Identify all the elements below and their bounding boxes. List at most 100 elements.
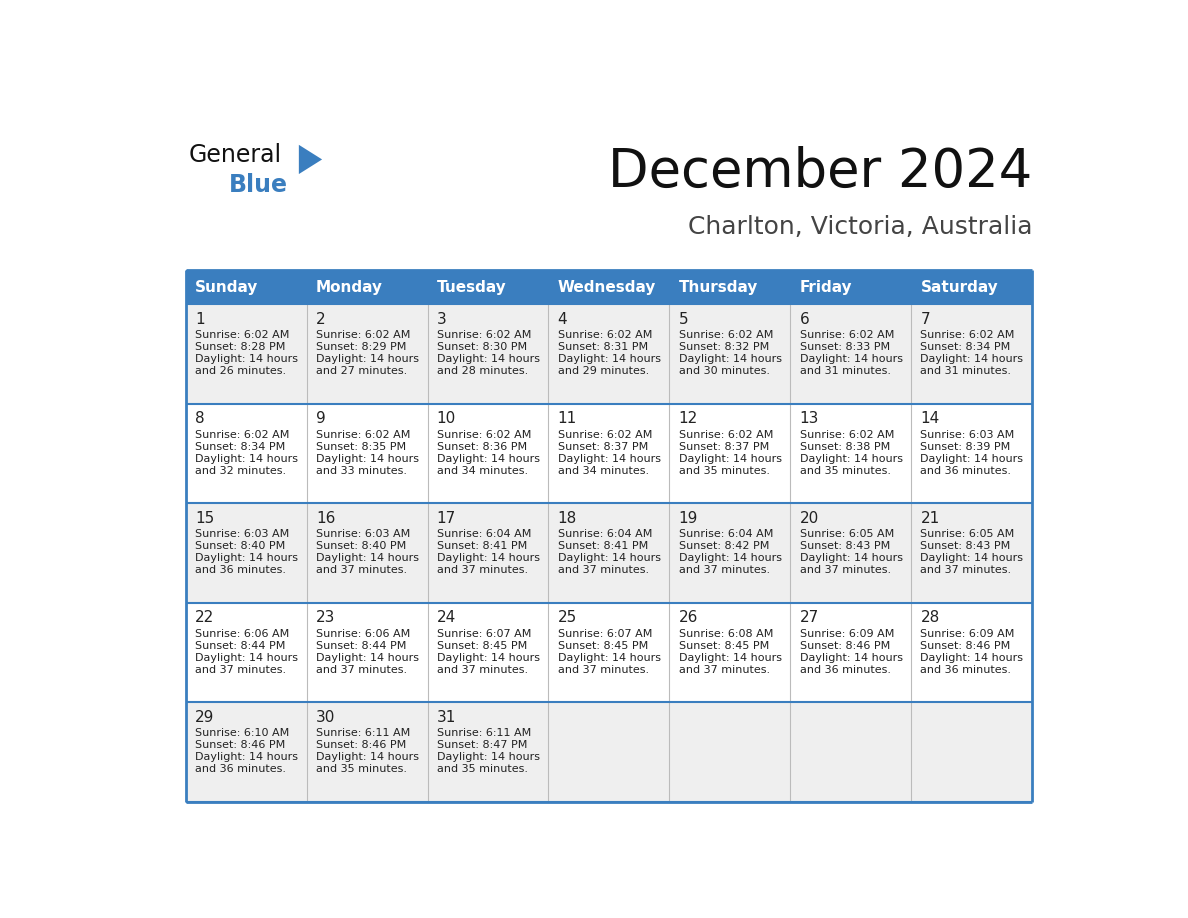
Text: Daylight: 14 hours: Daylight: 14 hours	[921, 354, 1023, 364]
Text: Daylight: 14 hours: Daylight: 14 hours	[800, 453, 903, 464]
Text: Sunrise: 6:06 AM: Sunrise: 6:06 AM	[316, 629, 410, 639]
Text: 11: 11	[557, 411, 577, 426]
Text: Daylight: 14 hours: Daylight: 14 hours	[437, 653, 539, 663]
Text: Sunset: 8:41 PM: Sunset: 8:41 PM	[557, 542, 647, 552]
Text: and 36 minutes.: and 36 minutes.	[195, 565, 286, 576]
Text: 6: 6	[800, 312, 809, 327]
Text: Daylight: 14 hours: Daylight: 14 hours	[195, 752, 298, 762]
Text: and 37 minutes.: and 37 minutes.	[557, 665, 649, 675]
Text: Sunset: 8:28 PM: Sunset: 8:28 PM	[195, 342, 285, 353]
Text: Charlton, Victoria, Australia: Charlton, Victoria, Australia	[688, 215, 1032, 239]
Text: Daylight: 14 hours: Daylight: 14 hours	[557, 653, 661, 663]
Text: Sunset: 8:46 PM: Sunset: 8:46 PM	[316, 740, 406, 750]
Text: and 33 minutes.: and 33 minutes.	[316, 465, 407, 476]
Text: Daylight: 14 hours: Daylight: 14 hours	[316, 752, 419, 762]
Text: 20: 20	[800, 511, 819, 526]
Text: Sunset: 8:34 PM: Sunset: 8:34 PM	[921, 342, 1011, 353]
Text: and 37 minutes.: and 37 minutes.	[800, 565, 891, 576]
Text: Daylight: 14 hours: Daylight: 14 hours	[195, 453, 298, 464]
Text: and 30 minutes.: and 30 minutes.	[678, 366, 770, 376]
Text: Daylight: 14 hours: Daylight: 14 hours	[437, 453, 539, 464]
Text: and 37 minutes.: and 37 minutes.	[678, 565, 770, 576]
Text: Daylight: 14 hours: Daylight: 14 hours	[800, 554, 903, 564]
Text: Daylight: 14 hours: Daylight: 14 hours	[437, 752, 539, 762]
Text: Daylight: 14 hours: Daylight: 14 hours	[195, 554, 298, 564]
Text: Daylight: 14 hours: Daylight: 14 hours	[557, 354, 661, 364]
Text: Sunset: 8:29 PM: Sunset: 8:29 PM	[316, 342, 406, 353]
Text: and 37 minutes.: and 37 minutes.	[557, 565, 649, 576]
Text: and 36 minutes.: and 36 minutes.	[800, 665, 891, 675]
Text: Daylight: 14 hours: Daylight: 14 hours	[678, 354, 782, 364]
Text: and 36 minutes.: and 36 minutes.	[921, 665, 1011, 675]
Text: Sunset: 8:46 PM: Sunset: 8:46 PM	[195, 740, 285, 750]
Text: Sunrise: 6:02 AM: Sunrise: 6:02 AM	[437, 330, 531, 341]
Text: Daylight: 14 hours: Daylight: 14 hours	[195, 653, 298, 663]
Text: Daylight: 14 hours: Daylight: 14 hours	[678, 554, 782, 564]
Text: 22: 22	[195, 610, 214, 625]
Text: Daylight: 14 hours: Daylight: 14 hours	[316, 354, 419, 364]
Text: Sunrise: 6:07 AM: Sunrise: 6:07 AM	[557, 629, 652, 639]
Text: Thursday: Thursday	[678, 280, 758, 295]
Text: Sunday: Sunday	[195, 280, 258, 295]
Text: 13: 13	[800, 411, 819, 426]
Bar	[185, 702, 1032, 801]
Text: Sunset: 8:46 PM: Sunset: 8:46 PM	[800, 641, 890, 651]
Text: Sunrise: 6:02 AM: Sunrise: 6:02 AM	[678, 430, 773, 440]
Text: Sunset: 8:36 PM: Sunset: 8:36 PM	[437, 442, 527, 452]
Text: and 37 minutes.: and 37 minutes.	[437, 665, 527, 675]
Text: Wednesday: Wednesday	[557, 280, 656, 295]
Text: General: General	[189, 143, 282, 167]
Text: Daylight: 14 hours: Daylight: 14 hours	[921, 554, 1023, 564]
Text: Sunrise: 6:04 AM: Sunrise: 6:04 AM	[678, 530, 773, 540]
Text: Sunset: 8:33 PM: Sunset: 8:33 PM	[800, 342, 890, 353]
Bar	[185, 404, 1032, 503]
Text: Daylight: 14 hours: Daylight: 14 hours	[921, 453, 1023, 464]
Text: and 35 minutes.: and 35 minutes.	[800, 465, 891, 476]
Text: and 29 minutes.: and 29 minutes.	[557, 366, 649, 376]
Text: Sunset: 8:45 PM: Sunset: 8:45 PM	[678, 641, 769, 651]
Text: Sunset: 8:45 PM: Sunset: 8:45 PM	[437, 641, 527, 651]
Text: Sunset: 8:40 PM: Sunset: 8:40 PM	[195, 542, 285, 552]
Text: Sunrise: 6:09 AM: Sunrise: 6:09 AM	[921, 629, 1015, 639]
Text: Sunset: 8:44 PM: Sunset: 8:44 PM	[316, 641, 406, 651]
Text: 10: 10	[437, 411, 456, 426]
Text: Sunset: 8:40 PM: Sunset: 8:40 PM	[316, 542, 406, 552]
Text: Friday: Friday	[800, 280, 852, 295]
Text: Sunset: 8:44 PM: Sunset: 8:44 PM	[195, 641, 285, 651]
Text: 17: 17	[437, 511, 456, 526]
Text: 2: 2	[316, 312, 326, 327]
Text: Daylight: 14 hours: Daylight: 14 hours	[678, 453, 782, 464]
Text: Sunrise: 6:09 AM: Sunrise: 6:09 AM	[800, 629, 893, 639]
Text: Sunset: 8:35 PM: Sunset: 8:35 PM	[316, 442, 406, 452]
Text: Sunrise: 6:05 AM: Sunrise: 6:05 AM	[921, 530, 1015, 540]
Text: Sunset: 8:39 PM: Sunset: 8:39 PM	[921, 442, 1011, 452]
Bar	[185, 270, 1032, 304]
Text: and 31 minutes.: and 31 minutes.	[921, 366, 1011, 376]
Bar	[185, 304, 1032, 404]
Text: Blue: Blue	[229, 173, 289, 196]
Text: and 36 minutes.: and 36 minutes.	[921, 465, 1011, 476]
Text: 14: 14	[921, 411, 940, 426]
Text: 24: 24	[437, 610, 456, 625]
Text: Monday: Monday	[316, 280, 383, 295]
Text: 19: 19	[678, 511, 699, 526]
Text: 21: 21	[921, 511, 940, 526]
Text: Sunrise: 6:02 AM: Sunrise: 6:02 AM	[437, 430, 531, 440]
Text: and 37 minutes.: and 37 minutes.	[921, 565, 1011, 576]
Text: 3: 3	[437, 312, 447, 327]
Text: Daylight: 14 hours: Daylight: 14 hours	[557, 554, 661, 564]
Text: 16: 16	[316, 511, 335, 526]
Text: 29: 29	[195, 710, 214, 725]
Text: Sunrise: 6:11 AM: Sunrise: 6:11 AM	[316, 728, 410, 738]
Text: Sunrise: 6:03 AM: Sunrise: 6:03 AM	[316, 530, 410, 540]
Text: Sunset: 8:46 PM: Sunset: 8:46 PM	[921, 641, 1011, 651]
Text: Sunrise: 6:02 AM: Sunrise: 6:02 AM	[195, 430, 290, 440]
Text: Sunrise: 6:05 AM: Sunrise: 6:05 AM	[800, 530, 893, 540]
Text: Sunrise: 6:02 AM: Sunrise: 6:02 AM	[316, 430, 410, 440]
Text: and 37 minutes.: and 37 minutes.	[195, 665, 286, 675]
Text: December 2024: December 2024	[608, 146, 1032, 197]
Text: 26: 26	[678, 610, 699, 625]
Bar	[185, 602, 1032, 702]
Bar	[185, 503, 1032, 602]
Text: Daylight: 14 hours: Daylight: 14 hours	[557, 453, 661, 464]
